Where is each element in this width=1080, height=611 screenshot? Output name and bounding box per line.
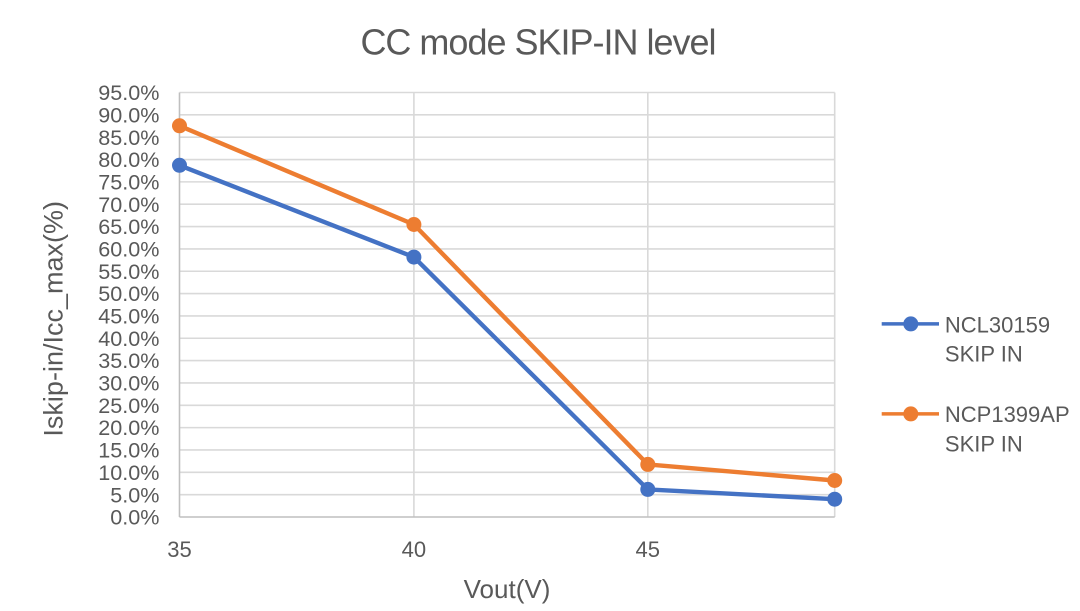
svg-text:35.0%: 35.0% — [98, 348, 159, 373]
svg-text:45.0%: 45.0% — [98, 304, 159, 329]
svg-text:SKIP IN: SKIP IN — [945, 431, 1023, 456]
svg-text:95.0%: 95.0% — [98, 80, 159, 105]
svg-text:25.0%: 25.0% — [98, 393, 159, 418]
svg-text:60.0%: 60.0% — [98, 236, 159, 261]
svg-text:NCL30159: NCL30159 — [945, 313, 1050, 338]
svg-text:NCP1399AP: NCP1399AP — [945, 402, 1070, 427]
svg-text:Vout(V): Vout(V) — [464, 574, 551, 604]
svg-text:10.0%: 10.0% — [98, 460, 159, 485]
svg-text:75.0%: 75.0% — [98, 169, 159, 194]
svg-text:Iskip-in/Icc_max(%): Iskip-in/Icc_max(%) — [39, 201, 69, 437]
svg-text:50.0%: 50.0% — [98, 281, 159, 306]
svg-text:20.0%: 20.0% — [98, 415, 159, 440]
svg-text:35: 35 — [167, 537, 191, 562]
svg-text:40: 40 — [402, 537, 426, 562]
svg-text:CC mode SKIP-IN level: CC mode SKIP-IN level — [360, 22, 715, 63]
svg-text:80.0%: 80.0% — [98, 147, 159, 172]
svg-text:5.0%: 5.0% — [110, 482, 159, 507]
svg-text:65.0%: 65.0% — [98, 214, 159, 239]
svg-text:40.0%: 40.0% — [98, 326, 159, 351]
svg-text:15.0%: 15.0% — [98, 438, 159, 463]
svg-text:85.0%: 85.0% — [98, 125, 159, 150]
svg-text:70.0%: 70.0% — [98, 192, 159, 217]
svg-text:55.0%: 55.0% — [98, 259, 159, 284]
svg-text:SKIP IN: SKIP IN — [945, 341, 1023, 366]
svg-text:0.0%: 0.0% — [110, 505, 159, 530]
svg-text:45: 45 — [636, 537, 660, 562]
svg-text:90.0%: 90.0% — [98, 102, 159, 127]
svg-text:30.0%: 30.0% — [98, 371, 159, 396]
